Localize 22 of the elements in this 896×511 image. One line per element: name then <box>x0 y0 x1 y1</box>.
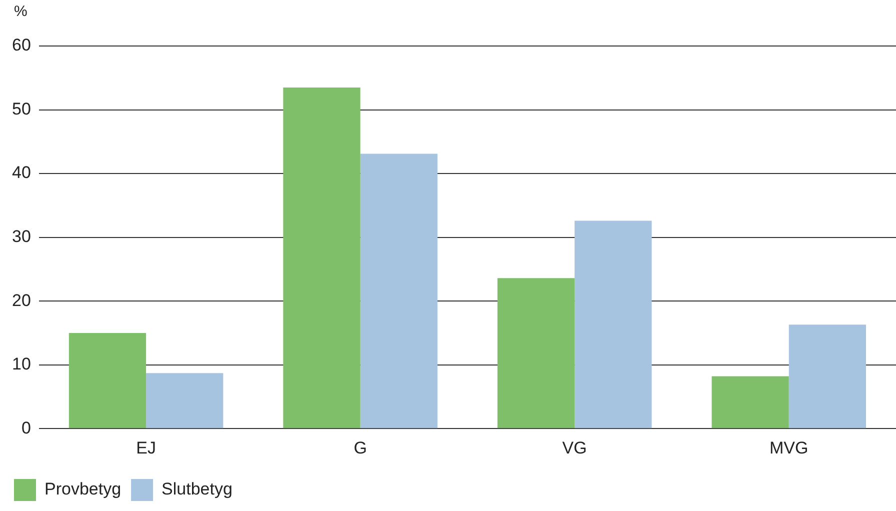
bar <box>788 324 866 428</box>
x-tick-label: G <box>354 438 367 458</box>
bar <box>360 154 438 428</box>
x-tick-label: EJ <box>136 438 156 458</box>
y-tick-label: 50 <box>12 99 31 118</box>
y-tick-label: 40 <box>12 163 31 182</box>
y-axis-title: % <box>14 3 28 20</box>
bar <box>497 278 575 428</box>
y-tick-label: 60 <box>12 36 31 55</box>
legend-label: Provbetyg <box>44 480 122 499</box>
y-tick-label: 20 <box>12 290 31 310</box>
y-tick-label: 30 <box>12 226 31 246</box>
x-tick-label: MVG <box>769 438 808 458</box>
bar <box>574 220 652 428</box>
y-tick-label: 10 <box>12 354 31 374</box>
y-tick-label: 0 <box>21 418 31 438</box>
x-tick-label: VG <box>562 438 587 458</box>
bar <box>68 332 146 428</box>
bar <box>712 376 789 428</box>
legend-label: Slutbetyg <box>162 480 232 499</box>
bar <box>146 373 224 428</box>
bar <box>283 87 360 428</box>
